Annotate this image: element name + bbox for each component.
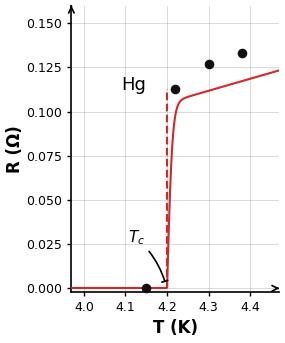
- Y-axis label: R (Ω): R (Ω): [5, 125, 24, 173]
- Text: $T_c$: $T_c$: [128, 228, 168, 282]
- Text: Hg: Hg: [121, 76, 146, 94]
- X-axis label: T (K): T (K): [153, 319, 198, 338]
- Point: [173, 86, 178, 91]
- Point: [144, 286, 148, 291]
- Point: [240, 50, 244, 56]
- Point: [206, 61, 211, 67]
